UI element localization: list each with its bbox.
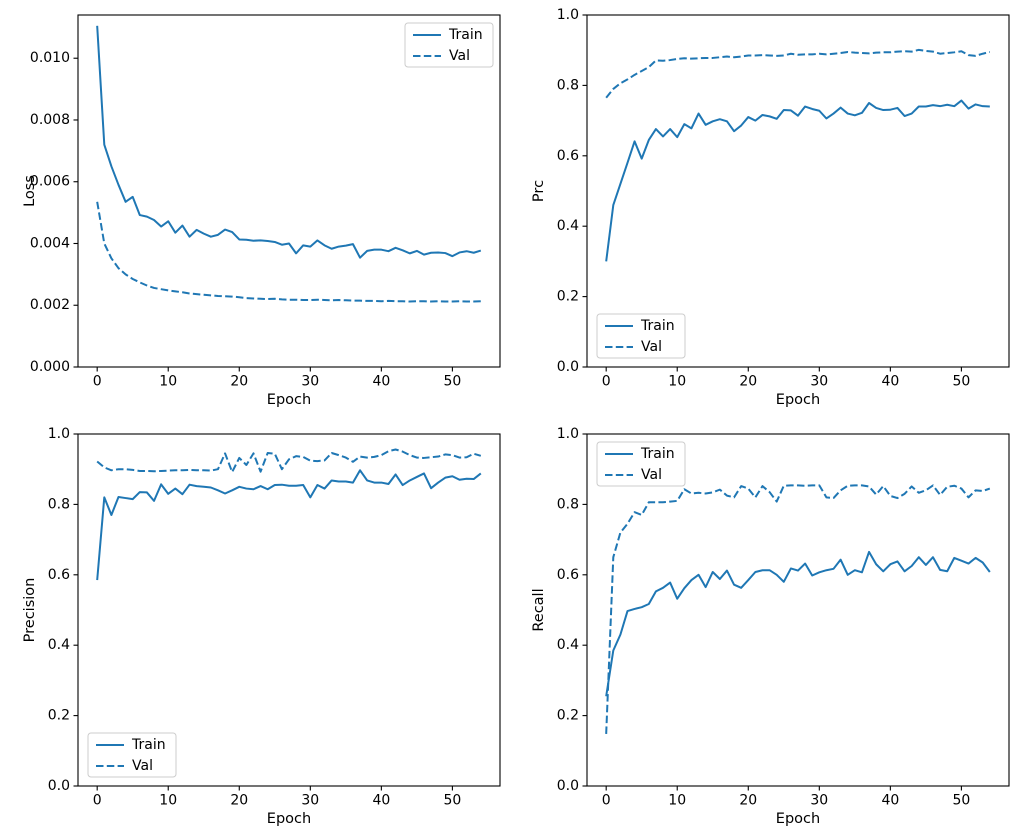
x-axis-label: Epoch: [267, 392, 311, 408]
loss-chart: 0 10 20 30 40 50 0.000 0.002 0.004 0.006 0.008 0.01…: [22, 14, 501, 408]
axes-frame: [586, 14, 1010, 368]
y-tick-label: 1.0: [557, 7, 579, 23]
x-tick-label: 40: [881, 793, 899, 809]
prc-chart: 0 10 20 30 40 50 0.0 0.2 0.4 0.6 0.8 1.0 Epoch Prc Tra…: [531, 7, 1010, 408]
y-tick-label: 0.006: [30, 174, 70, 190]
y-axis-label: Recall: [531, 588, 547, 631]
y-tick-label: 0.8: [48, 496, 70, 512]
y-tick-label: 0.2: [557, 708, 579, 724]
legend-train-label: Train: [640, 446, 675, 462]
y-tick-label: 0.8: [557, 496, 579, 512]
x-axis-label: Epoch: [776, 392, 820, 408]
y-axis-label: Precision: [22, 578, 38, 643]
val-line: [605, 48, 991, 99]
x-tick-label: 10: [668, 793, 686, 809]
x-tick-label: 40: [881, 374, 899, 390]
x-tick-label: 20: [230, 793, 248, 809]
axes-frame: [77, 14, 501, 368]
loss-subplot: 0 10 20 30 40 50 0.000 0.002 0.004 0.006 0.008 0.01…: [0, 0, 509, 419]
x-tick-label: 10: [159, 374, 177, 390]
val-line: [96, 201, 481, 303]
x-tick-label: 50: [952, 374, 970, 390]
x-tick-label: 50: [952, 793, 970, 809]
x-tick-label: 30: [810, 374, 828, 390]
x-tick-label: 0: [602, 374, 611, 390]
x-tick-label: 30: [301, 793, 319, 809]
y-tick-label: 0.6: [48, 567, 70, 583]
y-tick-label: 0.8: [557, 77, 579, 93]
recall-subplot: 0 10 20 30 40 50 0.0 0.2 0.4 0.6 0.8 1.0 Epoch Recall…: [509, 419, 1018, 838]
legend: Train Val: [404, 22, 494, 68]
x-tick-label: 30: [810, 793, 828, 809]
y-tick-label: 0.2: [48, 708, 70, 724]
x-tick-label: 20: [230, 374, 248, 390]
train-line: [605, 99, 990, 262]
axes-frame: [77, 433, 501, 787]
legend-val-label: Val: [449, 48, 470, 64]
y-tick-label: 0.6: [557, 567, 579, 583]
y-tick-label: 0.4: [557, 637, 579, 653]
val-line: [605, 484, 991, 734]
x-tick-label: 0: [93, 374, 102, 390]
legend: Train Val: [596, 313, 686, 359]
recall-chart: 0 10 20 30 40 50 0.0 0.2 0.4 0.6 0.8 1.0 Epoch Recall…: [531, 426, 1010, 827]
y-tick-label: 0.000: [30, 359, 70, 375]
legend-train-label: Train: [448, 27, 483, 43]
x-tick-label: 0: [93, 793, 102, 809]
x-tick-label: 50: [443, 793, 461, 809]
train-line: [96, 25, 482, 259]
train-line: [605, 550, 991, 697]
y-tick-label: 0.0: [557, 359, 579, 375]
legend: Train Val: [87, 732, 177, 778]
x-tick-label: 20: [739, 374, 757, 390]
x-tick-label: 40: [372, 374, 390, 390]
y-tick-label: 1.0: [48, 426, 70, 442]
legend-train-label: Train: [640, 318, 675, 334]
y-tick-label: 0.010: [30, 50, 70, 66]
legend-train-label: Train: [131, 737, 166, 753]
x-axis-label: Epoch: [267, 811, 311, 827]
precision-chart: 0 10 20 30 40 50 0.0 0.2 0.4 0.6 0.8 1.0 Epoch Precis…: [22, 426, 501, 827]
y-tick-label: 0.004: [30, 235, 70, 251]
val-line: [96, 448, 482, 474]
x-tick-label: 0: [602, 793, 611, 809]
y-tick-label: 1.0: [557, 426, 579, 442]
prc-subplot: 0 10 20 30 40 50 0.0 0.2 0.4 0.6 0.8 1.0 Epoch Prc Tra…: [509, 0, 1018, 419]
legend: Train Val: [596, 441, 686, 487]
precision-subplot: 0 10 20 30 40 50 0.0 0.2 0.4 0.6 0.8 1.0 Epoch Precis…: [0, 419, 509, 838]
y-axis-label: Prc: [531, 180, 547, 202]
legend-val-label: Val: [641, 467, 662, 483]
y-tick-label: 0.6: [557, 148, 579, 164]
y-tick-label: 0.002: [30, 297, 70, 313]
x-tick-label: 50: [443, 374, 461, 390]
legend-val-label: Val: [641, 339, 662, 355]
x-axis-label: Epoch: [776, 811, 820, 827]
axes-frame: [586, 433, 1010, 787]
y-tick-label: 0.008: [30, 112, 70, 128]
x-tick-label: 10: [668, 374, 686, 390]
y-tick-label: 0.2: [557, 289, 579, 305]
y-axis-label: Loss: [22, 175, 38, 207]
legend-val-label: Val: [132, 758, 153, 774]
y-tick-label: 0.4: [48, 637, 70, 653]
y-tick-label: 0.0: [557, 778, 579, 794]
y-tick-label: 0.0: [48, 778, 70, 794]
x-tick-label: 10: [159, 793, 177, 809]
x-tick-label: 40: [372, 793, 390, 809]
y-tick-label: 0.4: [557, 218, 579, 234]
x-tick-label: 30: [301, 374, 319, 390]
x-tick-label: 20: [739, 793, 757, 809]
train-line: [96, 469, 482, 581]
